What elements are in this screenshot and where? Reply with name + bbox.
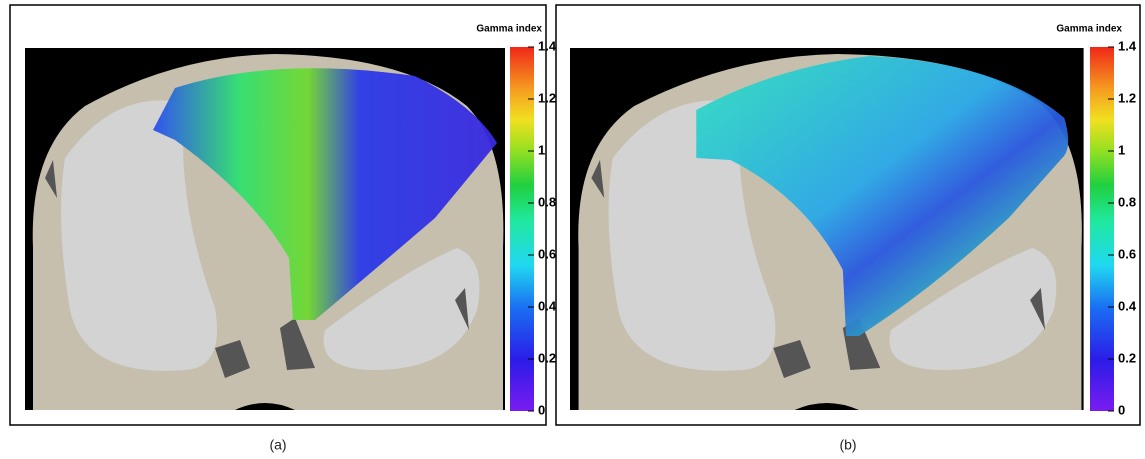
panel-frame: [555, 4, 1141, 426]
tick-label: 1.4: [1118, 38, 1137, 53]
colorbar-title: Gamma index: [1056, 24, 1122, 35]
dose-map: [570, 48, 1084, 410]
tick-label: 0.8: [538, 194, 556, 209]
tick-label: 1: [538, 142, 545, 157]
dose-map: [25, 48, 505, 410]
tick-label: 0.4: [1118, 298, 1137, 313]
colorbar: [1090, 47, 1114, 411]
tick-label: 0.6: [538, 246, 556, 261]
colorbar: [510, 47, 534, 411]
tick-label: 0.8: [1118, 194, 1136, 209]
tick-label: 1: [1118, 142, 1125, 157]
tick-label: 0: [1118, 402, 1125, 417]
caption: (a): [269, 437, 286, 453]
tick-label: 0: [538, 402, 545, 417]
tick-label: 0.2: [538, 350, 556, 365]
tick-label: 1.2: [1118, 90, 1136, 105]
tick-label: 1.2: [538, 90, 556, 105]
tick-label: 1.4: [538, 38, 557, 53]
caption: (b): [839, 437, 856, 453]
tick-label: 0.2: [1118, 350, 1136, 365]
tick-label: 0.6: [1118, 246, 1136, 261]
colorbar-title: Gamma index: [476, 24, 542, 35]
panel-frame: [9, 4, 547, 426]
tick-label: 0.4: [538, 298, 557, 313]
